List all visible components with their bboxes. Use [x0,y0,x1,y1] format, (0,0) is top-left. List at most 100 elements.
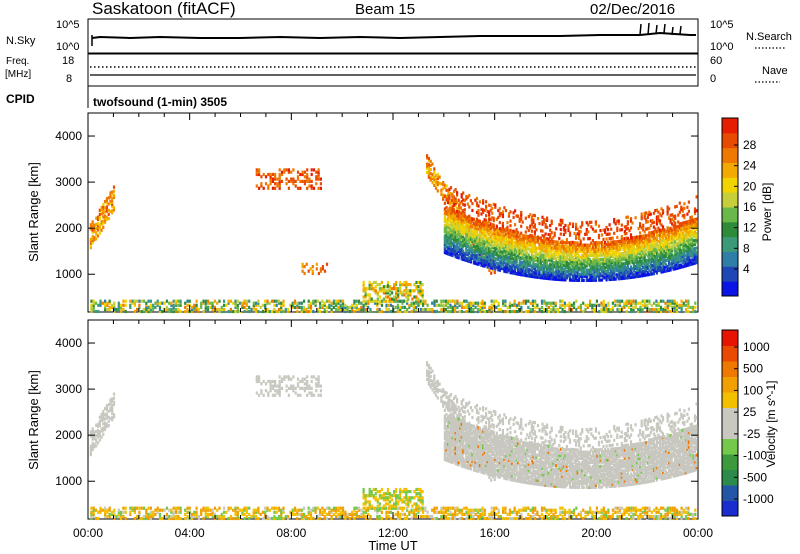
heatmap-cell [530,243,533,247]
heatmap-cell [515,263,518,268]
heatmap-cell [587,270,590,274]
heatmap-cell [632,240,636,244]
heatmap-cell [639,222,642,226]
heatmap-cell [588,278,591,282]
heatmap-cell [315,175,318,179]
heatmap-cell [563,303,566,307]
heatmap-cell [384,289,388,293]
heatmap-cell [472,217,475,221]
heatmap-cell [595,299,598,303]
heatmap-cell [687,232,690,236]
heatmap-cell [512,257,515,261]
heatmap-cell [547,232,550,237]
heatmap-cell [666,264,669,269]
heatmap-cell [680,248,683,253]
heatmap-cell [680,224,683,228]
heatmap-cell [637,262,640,266]
heatmap-cell [534,299,537,303]
heatmap-cell [468,222,471,226]
heatmap-cell [360,301,363,305]
heatmap-cell [564,243,567,247]
heatmap-cell [539,242,543,247]
heatmap-cell [673,305,676,309]
heatmap-cell [399,305,402,309]
heatmap-cell [541,276,544,280]
heatmap-cell [451,231,454,235]
heatmap-cell [578,256,581,260]
heatmap-cell [510,238,514,242]
heatmap-cell [405,291,408,295]
heatmap-cell [104,220,107,224]
heatmap-cell [636,237,639,241]
heatmap-cell [405,285,408,289]
heatmap-cell [543,270,546,274]
heatmap-cell [538,265,541,269]
heatmap-cell [578,232,581,236]
heatmap-cell [687,250,690,255]
heatmap-cell [637,272,640,276]
heatmap-cell [617,268,620,273]
heatmap-cell [570,264,573,268]
heatmap-cell [693,261,697,265]
heatmap-cell [386,280,390,285]
heatmap-cell [177,516,180,521]
heatmap-cell [660,262,663,266]
heatmap-cell [448,215,451,219]
heatmap-cell [443,207,446,211]
heatmap-cell [613,275,616,279]
heatmap-cell [652,232,655,236]
heatmap-cell [497,228,500,232]
heatmap-cell [520,239,523,244]
heatmap-cell [190,305,194,309]
heatmap-cell [488,305,491,309]
heatmap-cell [556,250,559,255]
heatmap-cell [458,303,461,307]
heatmap-cell [339,305,342,309]
heatmap-cell [634,256,637,260]
heatmap-cell [620,262,623,266]
heatmap-cell [651,259,654,264]
heatmap-cell [538,222,541,226]
heatmap-cell [561,247,564,251]
heatmap-cell [683,243,686,248]
heatmap-cell [646,242,649,246]
heatmap-cell [460,228,463,232]
heatmap-cell [576,258,579,262]
heatmap-cell [446,198,450,202]
heatmap-cell [687,246,690,250]
heatmap-cell [675,307,679,312]
heatmap-cell [651,232,654,237]
heatmap-cell [627,301,630,305]
heatmap-cell [654,267,657,271]
heatmap-cell [494,242,497,246]
heatmap-cell [364,295,367,299]
heatmap-cell [681,246,684,250]
heatmap-cell [692,251,695,255]
heatmap-cell [498,266,501,270]
heatmap-cell [544,223,547,227]
heatmap-cell [687,303,690,307]
heatmap-cell [649,258,652,262]
heatmap-cell [524,249,527,253]
heatmap-cell [573,251,576,255]
heatmap-cell [535,269,538,273]
heatmap-cell [591,264,594,268]
heatmap-cell [300,305,303,309]
heatmap-cell [539,261,543,265]
heatmap-cell [422,301,425,305]
heatmap-cell [567,261,570,266]
heatmap-cell [646,240,649,244]
heatmap-cell [454,232,457,236]
heatmap-cell [524,244,527,249]
heatmap-cell [588,220,591,224]
heatmap-cell [475,258,479,262]
heatmap-cell [634,252,637,256]
heatmap-cell [515,237,518,241]
heatmap-cell [107,208,110,212]
heatmap-cell [608,267,611,271]
heatmap-cell [675,237,678,241]
heatmap-cell [622,251,625,255]
heatmap-cell [445,228,448,232]
heatmap-cell [640,239,643,243]
heatmap-cell [591,253,594,258]
